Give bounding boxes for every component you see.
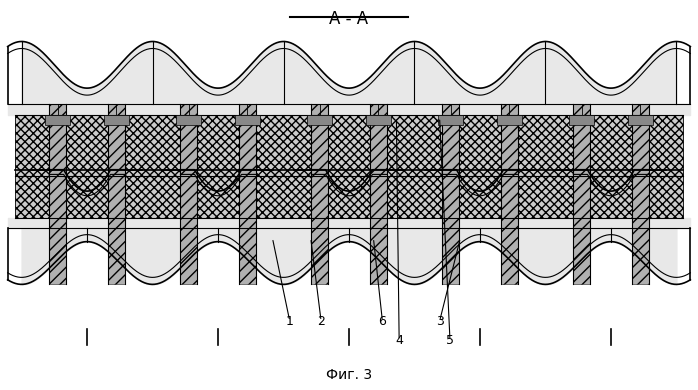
- Bar: [176, 115, 201, 125]
- Bar: [497, 115, 522, 125]
- Bar: [443, 104, 459, 284]
- Bar: [108, 104, 125, 284]
- Bar: [307, 115, 332, 125]
- Bar: [632, 104, 648, 284]
- Bar: [501, 104, 518, 284]
- Bar: [501, 104, 518, 284]
- Bar: [501, 113, 518, 220]
- Text: 1: 1: [286, 315, 294, 328]
- Text: 5: 5: [446, 334, 454, 347]
- Bar: [628, 115, 653, 125]
- Bar: [235, 115, 260, 125]
- Bar: [632, 104, 648, 284]
- Bar: [573, 113, 590, 220]
- Bar: [239, 113, 255, 220]
- Text: 2: 2: [317, 315, 325, 328]
- Bar: [50, 104, 66, 284]
- Bar: [108, 104, 125, 284]
- Text: А - А: А - А: [329, 11, 369, 28]
- Bar: [104, 115, 129, 125]
- Bar: [438, 115, 463, 125]
- Bar: [180, 104, 197, 284]
- Bar: [573, 104, 590, 284]
- Text: 4: 4: [395, 334, 403, 347]
- Bar: [443, 113, 459, 220]
- Bar: [311, 104, 328, 284]
- Text: 6: 6: [378, 315, 387, 328]
- Bar: [311, 113, 328, 220]
- Bar: [50, 104, 66, 284]
- Bar: [370, 113, 387, 220]
- Bar: [311, 104, 328, 284]
- Bar: [108, 113, 125, 220]
- Bar: [50, 113, 66, 220]
- Bar: [632, 113, 648, 220]
- Bar: [443, 104, 459, 284]
- Text: Фиг. 3: Фиг. 3: [326, 367, 372, 381]
- Bar: [370, 104, 387, 284]
- Bar: [180, 113, 197, 220]
- Bar: [239, 104, 255, 284]
- Bar: [370, 104, 387, 284]
- Bar: [366, 115, 391, 125]
- Bar: [569, 115, 594, 125]
- Text: 3: 3: [436, 315, 443, 328]
- Bar: [45, 115, 70, 125]
- Bar: [15, 115, 683, 218]
- Bar: [180, 104, 197, 284]
- Bar: [573, 104, 590, 284]
- Bar: [239, 104, 255, 284]
